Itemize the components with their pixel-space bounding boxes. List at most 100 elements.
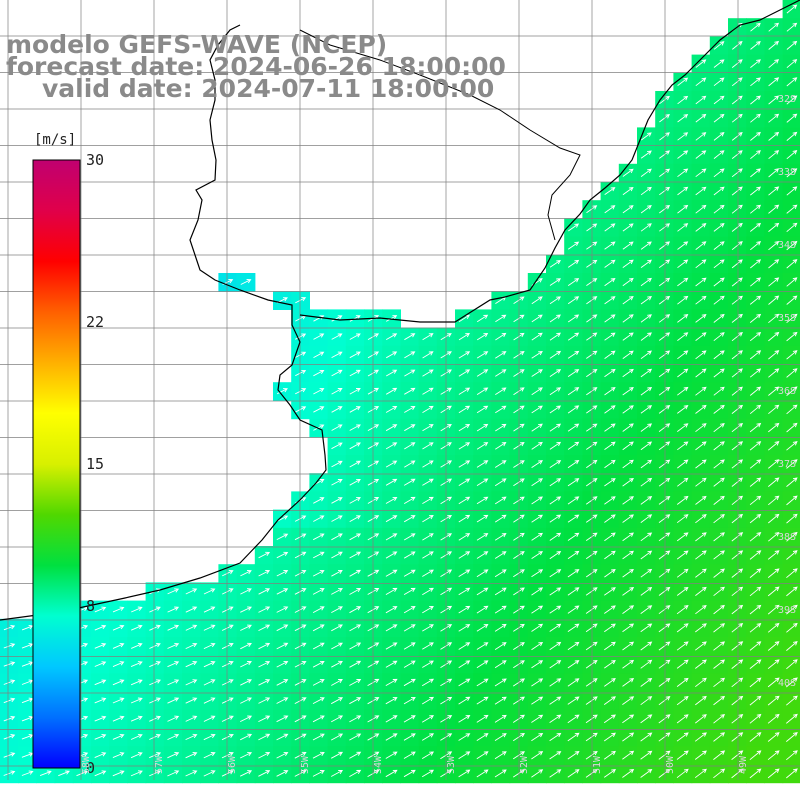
- wind-arrow: [403, 587, 416, 595]
- wind-arrow: [604, 350, 616, 359]
- wind-arrow: [531, 314, 543, 323]
- wind-arrow: [422, 478, 434, 486]
- wind-arrow: [768, 350, 780, 360]
- wind-arrow: [677, 168, 689, 178]
- wind-arrow: [494, 678, 507, 687]
- wind-arrow: [586, 278, 598, 286]
- wind-arrow: [76, 770, 89, 777]
- wind-arrow: [658, 605, 671, 615]
- wind-arrow: [768, 532, 780, 542]
- wind-arrow: [658, 496, 671, 505]
- wind-arrow: [349, 442, 361, 450]
- wind-arrow: [130, 661, 143, 668]
- wind-arrow: [531, 350, 543, 359]
- wind-arrow: [476, 605, 489, 614]
- wind-arrow: [458, 733, 471, 741]
- wind-arrow: [659, 241, 671, 250]
- wind-arrow: [786, 59, 798, 69]
- wind-arrow: [549, 623, 562, 632]
- wind-arrow: [604, 205, 616, 214]
- wind-arrow: [749, 659, 762, 669]
- wind-arrow: [531, 714, 544, 723]
- wind-arrow: [494, 587, 507, 596]
- wind-arrow: [3, 752, 16, 758]
- wind-arrow: [786, 640, 798, 651]
- wind-arrow: [640, 132, 652, 141]
- wind-arrow: [549, 569, 562, 578]
- wind-arrow: [713, 132, 725, 141]
- wind-arrow: [713, 259, 725, 269]
- wind-arrow: [640, 587, 653, 596]
- wind-arrow: [731, 477, 744, 487]
- wind-arrow: [658, 768, 671, 778]
- wind-arrow: [203, 661, 216, 668]
- wind-arrow: [331, 479, 343, 486]
- wind-arrow: [476, 733, 489, 741]
- wind-arrow: [695, 277, 707, 287]
- wind-arrow: [330, 733, 344, 741]
- wind-arrow: [658, 732, 671, 742]
- wind-arrow: [494, 769, 507, 778]
- wind-arrow: [549, 259, 562, 268]
- wind-arrow: [258, 751, 271, 759]
- wind-arrow: [786, 677, 798, 688]
- wind-arrow: [403, 751, 416, 759]
- wind-arrow: [677, 405, 689, 414]
- wind-arrow: [603, 769, 616, 778]
- wind-arrow: [312, 642, 325, 650]
- wind-arrow: [331, 369, 343, 377]
- wind-arrow: [203, 679, 216, 686]
- wind-arrow: [130, 697, 143, 704]
- wind-arrow: [494, 532, 507, 541]
- wind-arrow: [549, 605, 562, 614]
- wind-arrow: [695, 495, 707, 505]
- wind-arrow: [640, 496, 653, 505]
- forecast-date: forecast date: 2024-06-26 18:00:00: [6, 52, 506, 81]
- colorbar-unit: [m/s]: [34, 132, 77, 148]
- wind-arrow: [640, 514, 653, 523]
- wind-arrow: [203, 624, 216, 631]
- wind-arrow: [622, 332, 634, 341]
- wind-arrow: [786, 168, 798, 178]
- wind-arrow: [659, 95, 670, 105]
- wind-arrow: [768, 313, 780, 324]
- wind-arrow: [658, 386, 671, 396]
- wind-arrow: [604, 459, 616, 469]
- wind-arrow: [750, 204, 762, 214]
- wind-arrow: [349, 642, 362, 650]
- wind-arrow: [586, 332, 598, 341]
- wind-arrow: [349, 551, 362, 559]
- wind-arrow: [603, 696, 616, 705]
- wind-arrow: [221, 661, 234, 668]
- wind-arrow: [531, 423, 543, 432]
- wind-arrow: [3, 770, 16, 776]
- wind-arrow: [750, 113, 761, 123]
- wind-arrow: [421, 733, 434, 741]
- wind-arrow: [768, 150, 780, 160]
- wind-arrow: [421, 751, 434, 759]
- wind-arrow: [349, 497, 361, 504]
- wind-arrow: [404, 406, 416, 413]
- wind-arrow: [604, 187, 616, 195]
- wind-arrow: [731, 277, 743, 287]
- wind-arrow: [495, 441, 507, 450]
- wind-arrow: [3, 661, 16, 667]
- wind-arrow: [458, 660, 471, 669]
- wind-arrow: [403, 551, 416, 559]
- wind-arrow: [549, 350, 562, 359]
- wind-arrow: [404, 387, 416, 395]
- wind-arrow: [313, 369, 325, 377]
- wind-arrow: [622, 277, 634, 287]
- wind-arrow: [476, 333, 489, 341]
- wind-arrow: [768, 204, 780, 214]
- wind-arrow: [768, 59, 780, 69]
- wind-arrow: [694, 750, 707, 760]
- wind-arrow: [604, 277, 616, 287]
- wind-arrow: [786, 331, 798, 342]
- wind-arrow: [403, 715, 416, 723]
- wind-arrow: [185, 697, 198, 704]
- wind-arrow: [695, 95, 707, 105]
- wind-arrow: [203, 770, 216, 777]
- wind-arrow: [422, 569, 434, 577]
- wind-arrow: [385, 460, 398, 468]
